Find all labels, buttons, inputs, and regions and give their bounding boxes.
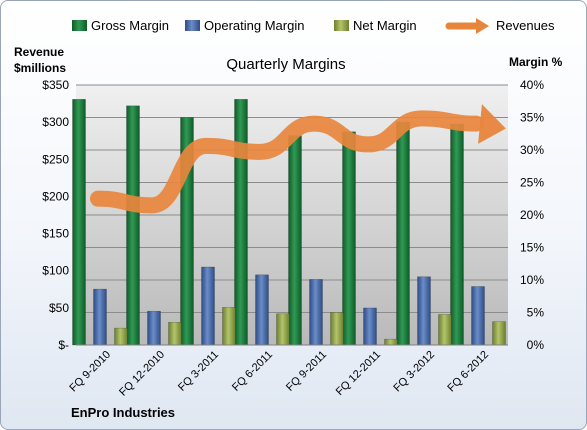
category-labels: FQ 9-2010 FQ 12-2010 FQ 3-2011 FQ 6-2011 FQ …	[67, 349, 491, 399]
right-tick-label: 20%	[520, 208, 544, 222]
bar-net-margin-fq-9-2011	[330, 312, 344, 346]
bar-gross-margin-fq-6-2012	[450, 123, 464, 346]
bar-operating-margin-fq-9-2011	[309, 279, 323, 346]
left-axis-title-line2: $millions	[14, 61, 66, 75]
category-label: FQ 3-2011	[176, 349, 221, 394]
bar-operating-margin-fq-6-2011	[255, 274, 269, 346]
category-label: FQ 6-2011	[230, 349, 275, 394]
bar-gross-margin-fq-3-2012	[396, 121, 410, 346]
revenue-arrowhead	[478, 104, 506, 144]
bar-net-margin-fq-12-2010	[168, 322, 182, 346]
right-tick-label: 5%	[527, 306, 545, 320]
bar-net-margin-fq-6-2012	[492, 321, 506, 346]
revenue-series	[90, 104, 506, 214]
left-axis-title-line1: Revenue	[14, 45, 64, 59]
left-tick-label: $350	[42, 78, 69, 92]
bar-gross-margin-fq-9-2010	[72, 99, 86, 346]
left-tick-label: $-	[58, 338, 69, 352]
legend-label-operating-margin: Operating Margin	[204, 18, 304, 33]
left-tick-label: $50	[49, 301, 69, 315]
bar-gross-margin-fq-12-2010	[126, 105, 140, 346]
chart-title: Quarterly Margins	[226, 56, 345, 73]
revenue-line	[90, 110, 484, 214]
bar-net-margin-fq-3-2011	[222, 307, 236, 346]
right-axis-title: Margin %	[509, 55, 563, 69]
bar-operating-margin-fq-9-2010	[93, 288, 107, 346]
left-tick-label: $200	[42, 189, 69, 203]
category-label: FQ 6-2012	[445, 349, 491, 395]
bar-gross-margin-fq-9-2011	[288, 135, 302, 346]
bar-operating-margin-fq-3-2012	[417, 276, 431, 346]
right-tick-label: 40%	[520, 78, 544, 92]
bar-operating-margin-fq-12-2010	[147, 310, 161, 346]
category-label: FQ 12-2010	[117, 349, 167, 399]
category-label: FQ 12-2011	[334, 349, 383, 398]
bar-net-margin-fq-12-2011	[384, 338, 398, 346]
category-label: FQ 9-2011	[284, 349, 329, 394]
left-tick-label: $100	[42, 264, 69, 278]
right-tick-label: 15%	[520, 241, 544, 255]
category-label: FQ 3-2012	[391, 349, 437, 395]
right-tick-label: 10%	[520, 273, 544, 287]
legend-arrowhead-revenues	[476, 18, 489, 34]
bar-gross-margin-fq-12-2011	[342, 131, 356, 346]
right-tick-label: 25%	[520, 176, 544, 190]
bar-gross-margin-fq-6-2011	[234, 99, 248, 346]
bar-net-margin-fq-9-2010	[114, 327, 128, 346]
bar-series	[72, 99, 506, 346]
bar-operating-margin-fq-12-2011	[363, 307, 377, 346]
right-tick-label: 0%	[527, 338, 545, 352]
bar-operating-margin-fq-3-2011	[201, 266, 215, 346]
bar-net-margin-fq-6-2011	[276, 313, 290, 346]
left-axis-ticks: $- $50 $100 $150 $200 $250 $300 $350	[42, 78, 69, 352]
left-tick-label: $150	[42, 227, 69, 241]
right-tick-label: 30%	[520, 143, 544, 157]
legend-swatch-gross-margin	[72, 20, 87, 31]
legend-label-gross-margin: Gross Margin	[91, 18, 169, 33]
left-tick-label: $250	[42, 152, 69, 166]
right-axis-ticks: 0% 5% 10% 15% 20% 25% 30% 35% 40%	[520, 78, 544, 352]
bar-net-margin-fq-3-2012	[438, 314, 452, 346]
legend: Gross Margin Operating Margin Net Margin…	[72, 18, 555, 34]
company-footer: EnPro Industries	[71, 405, 175, 420]
right-tick-label: 35%	[520, 111, 544, 125]
legend-swatch-net-margin	[334, 20, 349, 31]
legend-swatch-operating-margin	[185, 20, 200, 31]
bar-operating-margin-fq-6-2012	[471, 286, 485, 346]
legend-label-net-margin: Net Margin	[353, 18, 417, 33]
legend-label-revenues: Revenues	[496, 18, 555, 33]
left-tick-label: $300	[42, 115, 69, 129]
category-label: FQ 9-2010	[67, 349, 113, 395]
